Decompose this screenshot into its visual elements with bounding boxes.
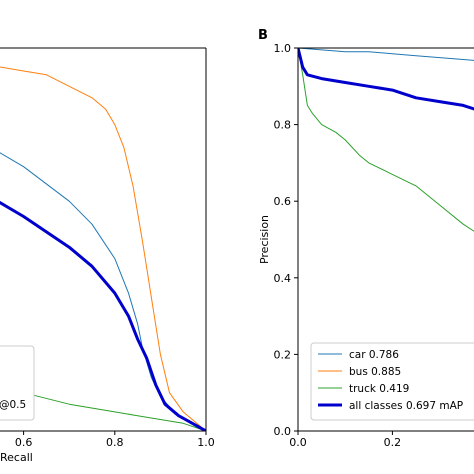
- x-tick-label: 0.6: [15, 436, 33, 449]
- panel-b: 0.00.20.40.00.20.40.60.81.0PrecisionBcar…: [258, 28, 474, 449]
- axes-frame: [0, 47, 207, 432]
- series-line-2: [298, 48, 474, 232]
- y-tick-label: 0.6: [274, 195, 292, 208]
- axes-frame: [297, 47, 474, 432]
- legend-entry-label: truck 0.419: [349, 383, 409, 395]
- y-axis-label: Precision: [258, 215, 271, 264]
- panel-a: 0.60.81.0RecallA@0.5: [0, 47, 215, 464]
- x-tick-label: 0.8: [106, 436, 124, 449]
- legend: @0.5: [0, 345, 35, 421]
- legend-item: car 0.786: [318, 349, 399, 361]
- x-axis-label: Recall: [0, 451, 33, 464]
- y-tick-label: 0.2: [274, 348, 292, 361]
- x-tick-label: 1.0: [197, 436, 215, 449]
- legend-entry-label: @0.5: [0, 399, 26, 411]
- legend-entry-label: car 0.786: [349, 349, 399, 361]
- series-line-3: [0, 200, 206, 431]
- y-tick-label: 0.0: [274, 425, 292, 438]
- legend-item: all classes 0.697 mAP: [318, 400, 463, 412]
- y-tick-label: 1.0: [274, 42, 292, 55]
- series-line-0: [298, 48, 474, 61]
- y-tick-label: 0.8: [274, 119, 292, 132]
- legend: car 0.786 bus 0.885 truck 0.419 all classes…: [310, 342, 474, 421]
- series-line-3: [298, 48, 474, 111]
- legend-entry-label: bus 0.885: [349, 366, 401, 378]
- x-tick-label: 0.0: [289, 436, 307, 449]
- legend-entry-label: all classes 0.697 mAP: [349, 400, 463, 412]
- panel-letter: B: [258, 28, 268, 43]
- x-tick-label: 0.2: [384, 436, 402, 449]
- y-tick-label: 0.4: [274, 272, 292, 285]
- series-line-1: [0, 66, 206, 431]
- legend-item: bus 0.885: [318, 366, 401, 378]
- legend-item: truck 0.419: [318, 383, 409, 395]
